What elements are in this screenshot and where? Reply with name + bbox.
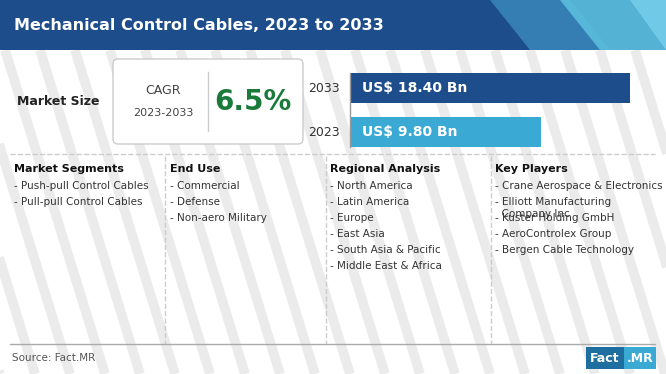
Text: - Kuster Holding GmbH: - Kuster Holding GmbH <box>495 213 614 223</box>
Text: 2023: 2023 <box>308 126 340 138</box>
Text: - East Asia: - East Asia <box>330 229 385 239</box>
Polygon shape <box>560 0 666 50</box>
Text: 2023-2033: 2023-2033 <box>133 108 193 118</box>
Text: Fact: Fact <box>590 352 619 365</box>
Text: US$ 9.80 Bn: US$ 9.80 Bn <box>362 125 458 139</box>
FancyBboxPatch shape <box>113 59 303 144</box>
Text: Regional Analysis: Regional Analysis <box>330 164 440 174</box>
Text: 2033: 2033 <box>308 82 340 95</box>
Text: Market Segments: Market Segments <box>14 164 124 174</box>
Text: .MR: .MR <box>627 352 653 365</box>
Polygon shape <box>490 0 610 50</box>
FancyBboxPatch shape <box>586 347 656 369</box>
Text: US$ 18.40 Bn: US$ 18.40 Bn <box>362 81 468 95</box>
FancyBboxPatch shape <box>0 0 666 50</box>
Text: 6.5%: 6.5% <box>214 88 292 116</box>
Text: CAGR: CAGR <box>145 84 180 97</box>
Polygon shape <box>630 0 666 50</box>
Text: - Commercial: - Commercial <box>170 181 240 191</box>
Text: - South Asia & Pacific: - South Asia & Pacific <box>330 245 441 255</box>
Text: - Push-pull Control Cables: - Push-pull Control Cables <box>14 181 149 191</box>
Text: Source: Fact.MR: Source: Fact.MR <box>12 353 95 363</box>
Text: End Use: End Use <box>170 164 220 174</box>
Text: Mechanical Control Cables, 2023 to 2033: Mechanical Control Cables, 2023 to 2033 <box>14 18 384 33</box>
Text: - Middle East & Africa: - Middle East & Africa <box>330 261 442 271</box>
Text: - AeroControlex Group: - AeroControlex Group <box>495 229 611 239</box>
Text: - Bergen Cable Technology: - Bergen Cable Technology <box>495 245 634 255</box>
Text: - Defense: - Defense <box>170 197 220 207</box>
Text: - Elliott Manufacturing
  Company Inc: - Elliott Manufacturing Company Inc <box>495 197 611 218</box>
Text: - Crane Aerospace & Electronics: - Crane Aerospace & Electronics <box>495 181 663 191</box>
Text: - Pull-pull Control Cables: - Pull-pull Control Cables <box>14 197 143 207</box>
FancyBboxPatch shape <box>586 347 624 369</box>
Text: Key Players: Key Players <box>495 164 567 174</box>
Text: - Non-aero Military: - Non-aero Military <box>170 213 267 223</box>
Text: Market Size: Market Size <box>17 95 99 108</box>
Text: - North America: - North America <box>330 181 413 191</box>
FancyBboxPatch shape <box>350 117 541 147</box>
Text: - Europe: - Europe <box>330 213 374 223</box>
Text: - Latin America: - Latin America <box>330 197 409 207</box>
FancyBboxPatch shape <box>350 73 630 103</box>
